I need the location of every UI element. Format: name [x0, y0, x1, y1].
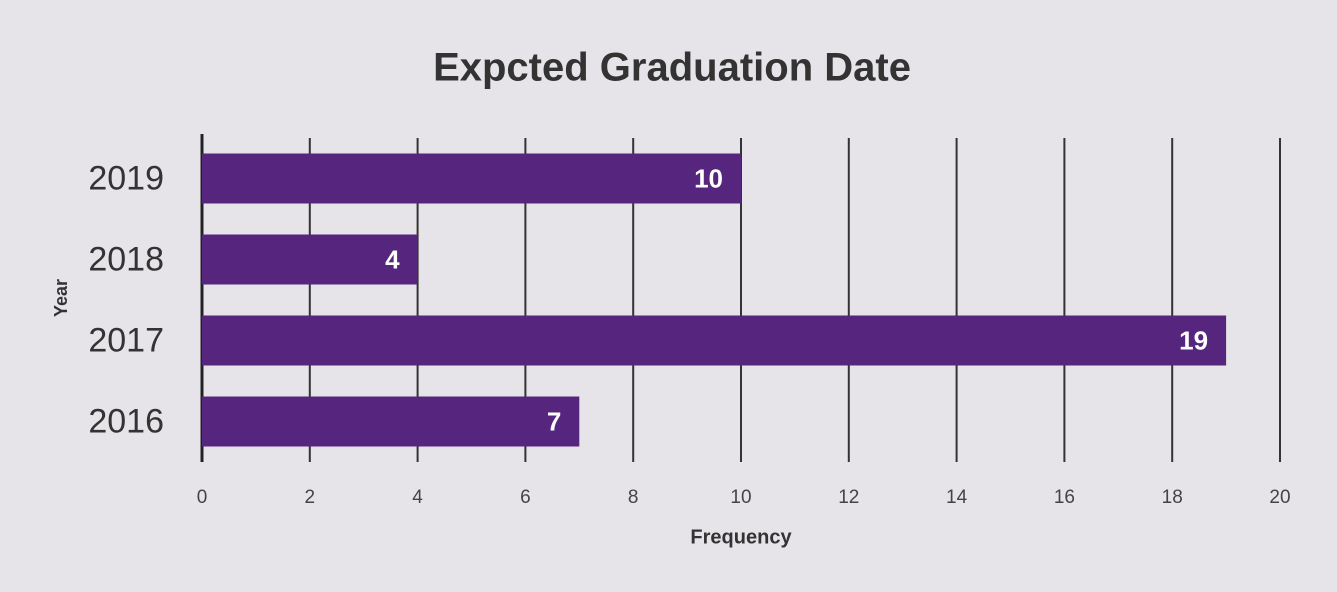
- x-tick-label: 20: [1269, 487, 1290, 508]
- y-tick-label: 2019: [88, 159, 164, 197]
- chart-title: Expcted Graduation Date: [433, 46, 911, 90]
- data-label: 10: [694, 163, 723, 193]
- x-tick-label: 2: [305, 487, 316, 508]
- x-axis-label: Frequency: [690, 526, 792, 548]
- y-axis-label: Year: [51, 279, 71, 317]
- bar: [202, 315, 1227, 366]
- y-tick-label: 2018: [88, 240, 164, 278]
- x-tick-label: 18: [1162, 487, 1183, 508]
- bar: [202, 234, 418, 285]
- x-tick-label: 16: [1054, 487, 1075, 508]
- x-tick-label: 10: [730, 487, 751, 508]
- x-tick-label: 8: [628, 487, 639, 508]
- data-label: 7: [547, 406, 561, 436]
- x-tick-label: 0: [197, 487, 208, 508]
- y-tick-label: 2017: [88, 321, 164, 359]
- x-tick-label: 6: [520, 487, 531, 508]
- bar: [202, 396, 580, 447]
- data-label: 4: [385, 244, 400, 274]
- data-label: 19: [1179, 325, 1208, 355]
- x-tick-label: 14: [946, 487, 968, 508]
- y-tick-label: 2016: [88, 402, 164, 440]
- x-tick-label: 12: [838, 487, 859, 508]
- x-tick-label: 4: [412, 487, 423, 508]
- bar: [202, 153, 741, 204]
